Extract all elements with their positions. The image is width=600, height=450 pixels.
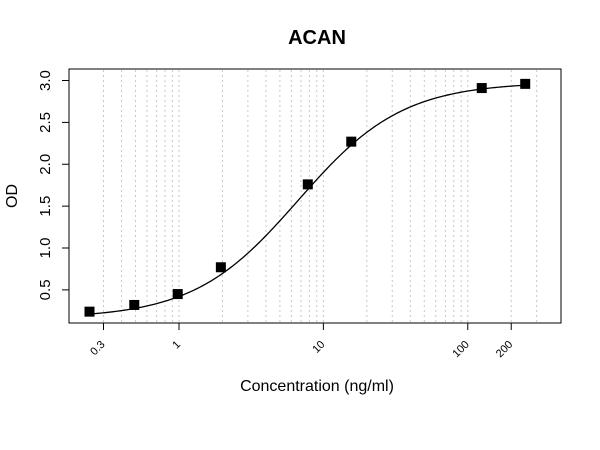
y-tick-label: 2.5 [37,112,54,133]
x-tick-label: 10 [310,339,327,356]
data-point [215,262,226,273]
data-point [520,78,531,89]
data-point [346,136,357,147]
y-tick-label: 3.0 [37,70,54,91]
data-point [84,306,95,317]
plot-frame [68,68,562,324]
y-tick-label: 2.0 [37,154,54,175]
y-tick-label: 0.5 [37,279,54,300]
x-tick-label: 0.3 [88,339,107,358]
x-tick-label: 200 [494,339,515,360]
x-axis: 0.3 1 10 100 200 [88,323,515,360]
chart-title: ACAN [288,27,346,49]
y-axis-label: OD [4,184,21,208]
x-tick-label: 100 [450,339,471,360]
data-points [84,78,531,317]
y-axis: 0.5 1.0 1.5 2.0 2.5 3.0 [37,70,69,300]
y-tick-label: 1.5 [37,196,54,217]
x-axis-label: Concentration (ng/ml) [240,378,394,395]
y-tick-label: 1.0 [37,238,54,259]
x-tick-label: 1 [170,339,183,352]
data-point [476,83,487,94]
fit-curve [89,84,526,315]
data-point [129,299,140,310]
grid [102,70,538,322]
data-point [172,289,183,300]
data-point [302,179,313,190]
